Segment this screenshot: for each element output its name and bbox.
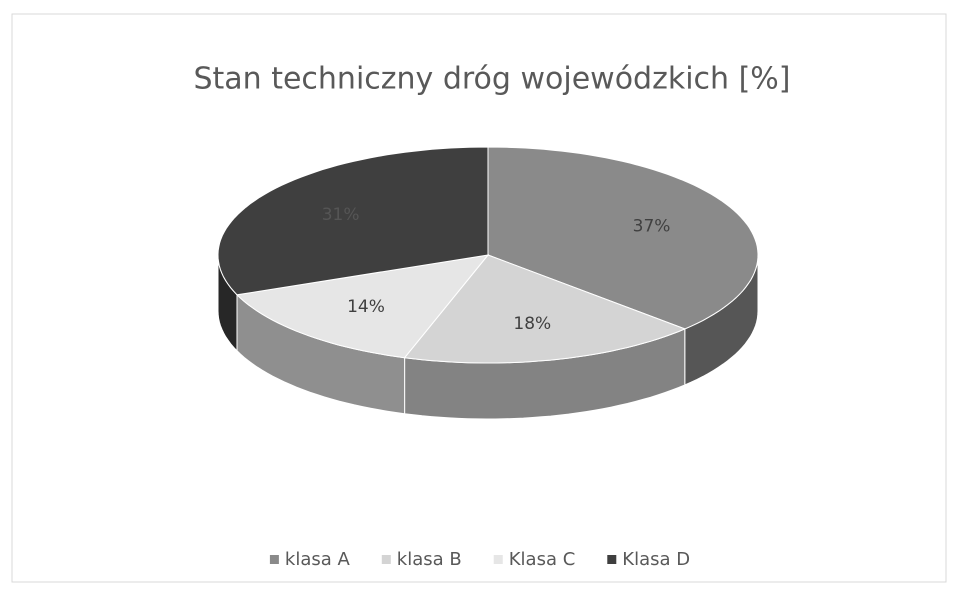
data-label: 37% bbox=[633, 217, 671, 237]
legend: klasa A klasa B Klasa C Klasa D bbox=[269, 549, 690, 570]
legend-swatch bbox=[381, 555, 391, 564]
data-label: 14% bbox=[347, 297, 385, 317]
pie-slice bbox=[403, 254, 687, 364]
legend-swatch bbox=[607, 555, 617, 564]
legend-swatch bbox=[269, 555, 279, 564]
legend-label: klasa B bbox=[397, 549, 462, 570]
legend-label: Klasa C bbox=[509, 549, 576, 570]
data-label: 18% bbox=[513, 314, 551, 334]
chart-title: Stan techniczny dróg wojewódzkich [%] bbox=[193, 62, 790, 97]
data-label: 31% bbox=[322, 205, 360, 225]
pie-slice bbox=[487, 146, 759, 330]
pie-slice bbox=[217, 146, 489, 296]
legend-label: klasa A bbox=[285, 549, 351, 570]
legend-swatch bbox=[493, 555, 503, 564]
pie-slice bbox=[235, 254, 490, 359]
legend-label: Klasa D bbox=[622, 549, 690, 570]
